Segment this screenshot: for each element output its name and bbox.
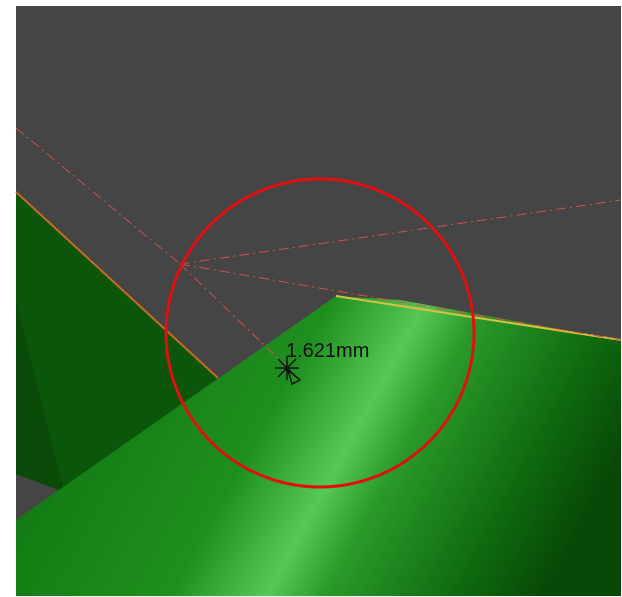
construction-line [15,127,181,265]
model-side-face-left [16,192,218,492]
construction-line [179,199,622,265]
snap-circle [164,177,476,489]
construction-line [179,263,291,371]
construction-line [179,263,622,341]
model-side-face-left-shadow [16,300,64,492]
crosshair-snap-icon [275,356,302,386]
model-edge-left [15,191,219,379]
model-edge-top [335,295,622,341]
